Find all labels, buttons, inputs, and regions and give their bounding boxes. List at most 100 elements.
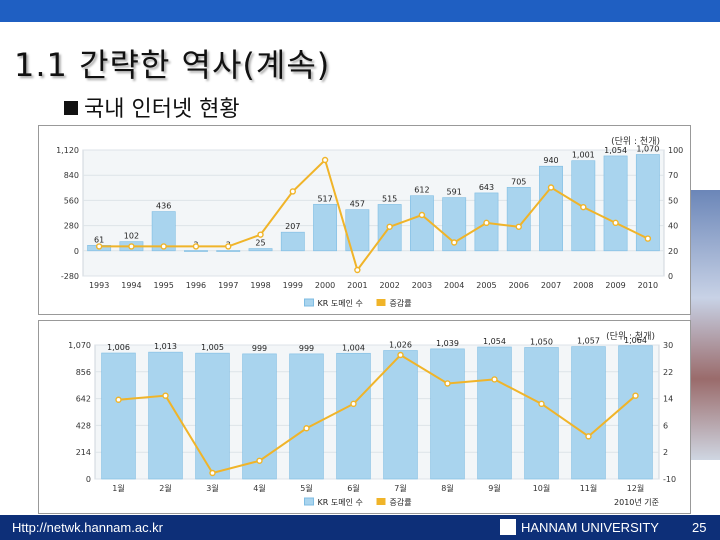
decorative-photo-strip [690,190,720,460]
chart1-category-label: 1993 [89,281,109,290]
chart1-bar [603,155,628,252]
chart1-rate-point [580,203,587,211]
chart1-category-label: 2009 [605,281,625,290]
chart1-bar-label: 1,001 [572,151,595,160]
chart2-bar-label: 1,005 [201,343,224,352]
chart2-right-tick: 6 [663,421,668,430]
chart2-left-tick: 428 [76,421,91,430]
chart1-bar-label: 61 [94,235,104,244]
chart1-bar [539,165,563,252]
chart2-category-label: 8월 [441,483,453,493]
chart1-bar-label: 1,070 [636,145,659,154]
chart1-rate-point [547,184,555,191]
chart1-bar [409,195,434,252]
chart2-bar-label: 1,039 [436,339,459,348]
chart1-bar [635,154,660,252]
chart2-bar-label: 1,013 [154,342,177,351]
monthly-domain-chart: 1,070 30 856 22 642 14 428 6 214 2 0 -10 (단위 : 천개) 1,… [38,320,691,514]
chart2-legend-label-line: 증감률 [390,497,412,507]
chart1-rate-point [225,243,232,250]
chart1-left-tick: 560 [64,196,79,205]
chart1-rate-point [95,243,103,250]
chart2-bar-label: 1,064 [624,336,647,345]
chart1-category-label: 1998 [250,281,270,290]
chart1-bar-label: 436 [156,202,171,211]
chart2-category-label: 1월 [112,483,124,493]
chart2-category-label: 7월 [394,483,406,493]
chart1-category-label: 2000 [315,281,335,290]
chart1-bar [506,187,531,252]
chart1-legend-label-bars: KR 도메인 수 [318,298,363,308]
chart1-bar-label: 643 [479,183,494,192]
chart1-category-label: 2007 [541,281,561,290]
chart2-bar-label: 1,050 [530,338,553,347]
chart2-rate-line [118,353,637,475]
chart2-category-label: 5월 [300,483,312,493]
chart1-bar-label: 612 [414,186,429,195]
chart2-category-label: 3월 [206,483,218,493]
chart1-category-label: 2003 [412,281,432,290]
chart1-bar-label: 515 [382,194,397,203]
chart1-category-label: 2008 [573,281,593,290]
footer-university: HANNAM UNIVERSITY [521,520,659,535]
chart2-category-label: 6월 [347,483,359,493]
chart2-bar [430,348,465,480]
footer-bar: Http://netwk.hannam.ac.kr HANNAM UNIVERS… [0,515,720,540]
chart2-bar [101,352,136,480]
chart1-right-tick: 100 [668,146,683,155]
chart2-left-tick: 0 [86,475,91,484]
chart2-rate-point [115,396,122,403]
chart2-bar [289,353,324,480]
chart1-category-label: 2005 [476,281,496,290]
chart1-category-label: 2004 [444,281,464,290]
chart2-right-tick: 14 [663,395,673,404]
chart2-category-label: 4월 [253,483,265,493]
chart2-rate-point [256,457,263,464]
chart2-rate-point [632,392,639,399]
chart1-right-tick: 50 [668,196,678,205]
page-number: 25 [692,520,707,535]
university-logo-icon [500,519,516,535]
chart2-rate-point [303,425,310,432]
chart1-bar [216,250,241,252]
chart1-category-label: 2006 [509,281,529,290]
chart1-bar [313,203,338,252]
chart1-rate-point [257,231,264,238]
chart1-bar-label: 705 [511,177,526,186]
chart1-plot-area [82,149,665,277]
chart2-rate-point [444,380,451,387]
chart1-left-tick: 0 [74,247,79,256]
chart1-bar [280,231,305,252]
chart1-bar [184,250,208,252]
chart1-rate-point [192,243,200,250]
chart1-right-tick: 70 [668,171,678,180]
chart1-bar-label: 457 [350,200,365,209]
chart1-rate-point [644,235,652,242]
chart1-rate-point [418,211,426,219]
chart1-category-label: 2010 [638,281,658,290]
chart2-bar [618,345,653,480]
chart2-rate-point [491,376,498,383]
chart2-bar [524,347,559,480]
chart1-rate-point [612,219,619,227]
chart2-bar-label: 1,004 [342,343,365,352]
chart2-bar-label: 999 [252,344,267,353]
chart1-rate-point [321,156,329,164]
chart1-category-label: 1999 [283,281,303,290]
chart1-left-tick: -280 [61,272,79,281]
chart1-bar [248,248,273,252]
chart2-bar-label: 1,026 [389,341,412,350]
chart1-legend-swatch-line [376,299,386,306]
chart1-bar-label: 517 [317,194,332,203]
square-bullet-icon [64,101,78,115]
chart2-rate-point [162,392,169,399]
chart2-left-tick: 1,070 [68,341,91,350]
chart1-rate-point [386,223,393,230]
chart1-bar-label: 591 [447,188,462,197]
slide-title: 1.1 간략한 역사(계속) [14,46,331,84]
chart1-category-label: 1996 [186,281,206,290]
chart2-category-label: 11월 [580,483,598,493]
chart2-bar [477,346,512,480]
chart1-left-tick: 280 [64,222,79,231]
